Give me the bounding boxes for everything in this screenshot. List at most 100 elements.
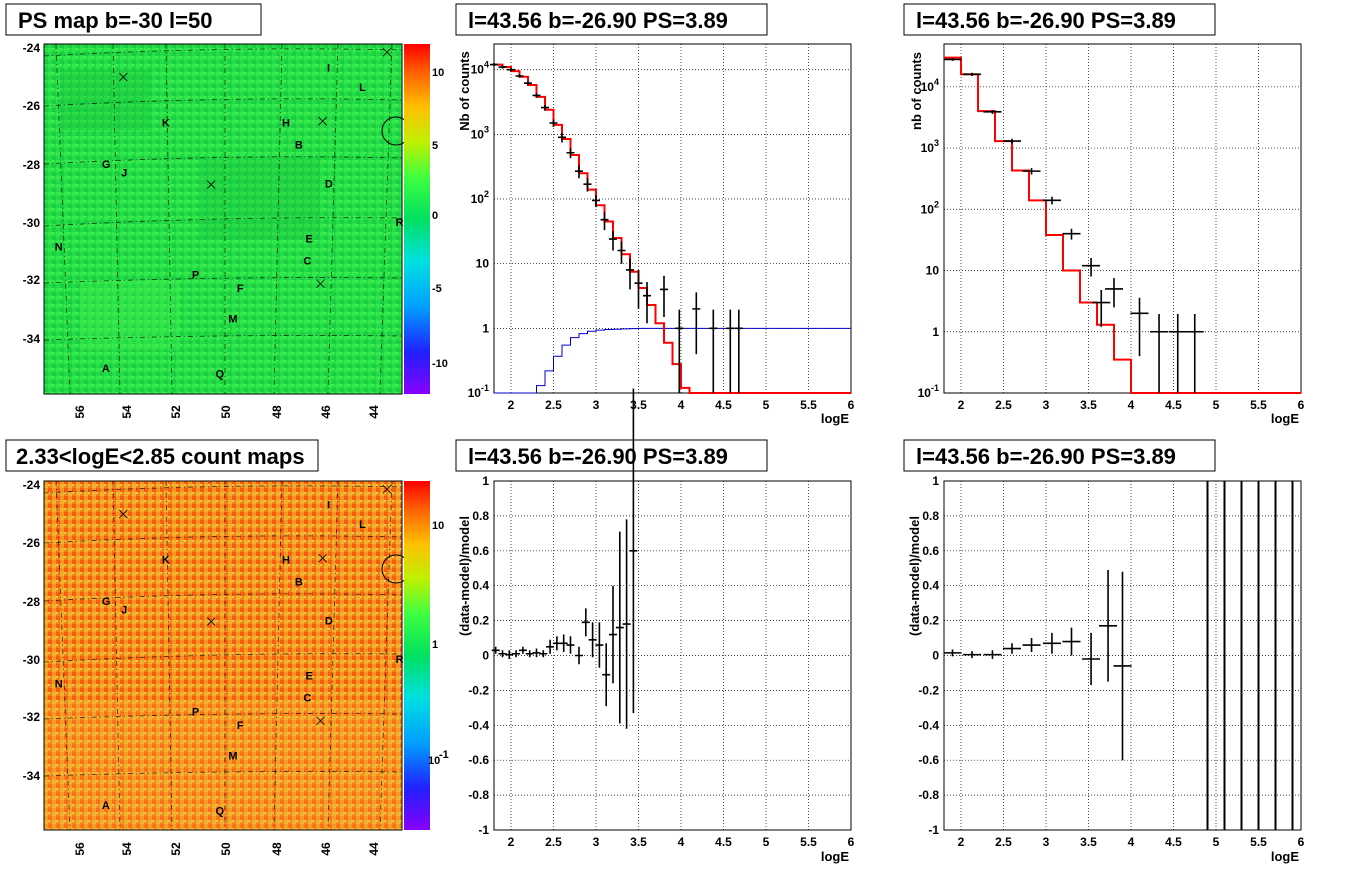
spec2-xtick-4: 4 xyxy=(1128,398,1135,412)
res1-ytick-0: 1 xyxy=(482,474,489,488)
res1-ytick-8: -0.6 xyxy=(468,753,489,767)
spec2-xlabel: logE xyxy=(1271,411,1299,426)
spec1-xtick-0: 2 xyxy=(508,398,515,412)
map2-source-label-I: I xyxy=(327,500,330,512)
res2-ytick-2: 0.6 xyxy=(922,544,939,558)
spec1-ytick-3: 10 xyxy=(476,257,490,271)
map2-colorbar xyxy=(404,481,430,830)
map2-source-label-P: P xyxy=(192,706,199,718)
res2-xtick-8: 6 xyxy=(1298,835,1305,849)
res1-point-2 xyxy=(505,650,514,659)
res1-xtick-8: 6 xyxy=(848,835,855,849)
res2-point-9 xyxy=(1113,571,1132,761)
res1-ytick-6: -0.2 xyxy=(468,683,489,697)
map2-cross-1 xyxy=(318,553,327,563)
title-map2-text: 2.33<logE<2.85 count maps xyxy=(16,444,305,469)
map2-zlabel-1: 1 xyxy=(432,639,438,651)
res1-point-6 xyxy=(532,648,541,658)
res1-ytick-9: -0.8 xyxy=(468,788,489,802)
spec2-xtick-3: 3.5 xyxy=(1080,398,1097,412)
map2-source-label-M: M xyxy=(228,750,237,762)
map2-zlabel-3: -1 xyxy=(439,749,449,761)
res1-point-5 xyxy=(525,650,534,658)
map2-source-label-G: G xyxy=(102,596,111,608)
res1-point-11 xyxy=(566,636,575,654)
map1-ytick-3: -30 xyxy=(23,216,41,230)
spec2-background xyxy=(944,44,1301,393)
map1-source-label-A: A xyxy=(102,363,110,375)
map1-cross-3 xyxy=(316,279,325,289)
map2-xtick-0: 56 xyxy=(73,842,87,856)
spec2-ytick-4: 1 xyxy=(932,325,939,339)
spec1-point-3 xyxy=(515,74,524,78)
res1-point-3 xyxy=(512,650,521,658)
res2-point-4 xyxy=(1022,638,1041,653)
res2-ytick-4: 0.2 xyxy=(922,614,939,628)
res1-point-17 xyxy=(609,585,617,684)
spec2-point-11 xyxy=(1150,313,1169,393)
map2-source-label-R: R xyxy=(396,654,404,666)
spec2-xtick-2: 3 xyxy=(1043,398,1050,412)
map2-ytick-2: -28 xyxy=(23,595,41,609)
spec1-ytick-1: 103 xyxy=(471,124,489,141)
title-map2: 2.33<logE<2.85 count maps xyxy=(5,439,319,472)
res1-point-18 xyxy=(615,531,624,724)
map2-source-label-L: L xyxy=(359,519,366,531)
spec2-point-1 xyxy=(963,72,982,77)
spec1-xtick-2: 3 xyxy=(593,398,600,412)
spec2-xtick-1: 2.5 xyxy=(995,398,1012,412)
spec1-point-6 xyxy=(541,104,549,111)
map1-ytick-2: -28 xyxy=(23,158,41,172)
res2-ytick-9: -0.8 xyxy=(918,788,939,802)
title-spec1: l=43.56 b=-26.90 PS=3.89 xyxy=(455,3,768,36)
spec1-xtick-5: 4.5 xyxy=(715,398,732,412)
map1-source-label-F: F xyxy=(237,283,244,295)
res2-xtick-7: 5.5 xyxy=(1250,835,1267,849)
spec1-xtick-8: 6 xyxy=(848,398,855,412)
map1-source-label-L: L xyxy=(359,82,366,94)
res1-point-4 xyxy=(518,646,527,654)
res1-xtick-1: 2.5 xyxy=(545,835,562,849)
spec2-ylabel: nb of counts xyxy=(909,52,924,130)
res1-ytick-1: 0.8 xyxy=(472,509,489,523)
spec1-xtick-7: 5.5 xyxy=(800,398,817,412)
map2-sources: I L K HB GJ D R E N C P F M A Q xyxy=(55,484,404,817)
spec1-point-0 xyxy=(490,63,498,67)
map2-cross-4 xyxy=(382,484,392,494)
map1-sources: I L K HB GJ D R E N C P F M A Q xyxy=(55,47,404,380)
spec1-point-1 xyxy=(498,65,507,69)
res2-point-8 xyxy=(1099,569,1118,682)
map2-zlabel-0: 10 xyxy=(432,520,444,532)
spec1-point-14 xyxy=(609,231,617,251)
map1-ytick-1: -26 xyxy=(23,99,41,113)
res2-ytick-6: -0.2 xyxy=(918,683,939,697)
map2-source-label-B: B xyxy=(295,577,303,589)
map2-cross-2 xyxy=(206,617,216,626)
map2-ytick-5: -34 xyxy=(23,769,41,783)
res1-xlabel: logE xyxy=(821,849,849,864)
map1-source-label-E: E xyxy=(306,233,313,245)
map1-source-label-C: C xyxy=(303,255,311,267)
spec1-point-20 xyxy=(675,309,684,393)
spec2-point-8 xyxy=(1092,290,1111,327)
map2-cross-0 xyxy=(119,509,128,519)
res1-xtick-3: 3.5 xyxy=(630,835,647,849)
res2-point-1 xyxy=(963,651,982,659)
map1-ytick-4: -32 xyxy=(23,273,41,287)
map1-image xyxy=(44,44,402,394)
spec1-point-4 xyxy=(524,81,532,86)
res2-point-7 xyxy=(1082,632,1101,686)
spec2-point-0 xyxy=(943,58,962,61)
map1-xticks: 56 54 52 50 48 46 44 xyxy=(73,405,381,419)
res1-ytick-3: 0.4 xyxy=(472,579,489,593)
map2-source-label-C: C xyxy=(303,692,311,704)
spec1-point-9 xyxy=(566,148,575,159)
spec1-point-24 xyxy=(734,309,743,393)
spec2-point-4 xyxy=(1022,168,1041,175)
res2-ytick-3: 0.4 xyxy=(922,579,939,593)
res2-point-5 xyxy=(1042,632,1061,654)
res1-point-13 xyxy=(581,608,590,637)
spec1-point-10 xyxy=(575,165,583,179)
map1-xtick-3: 50 xyxy=(219,405,233,419)
